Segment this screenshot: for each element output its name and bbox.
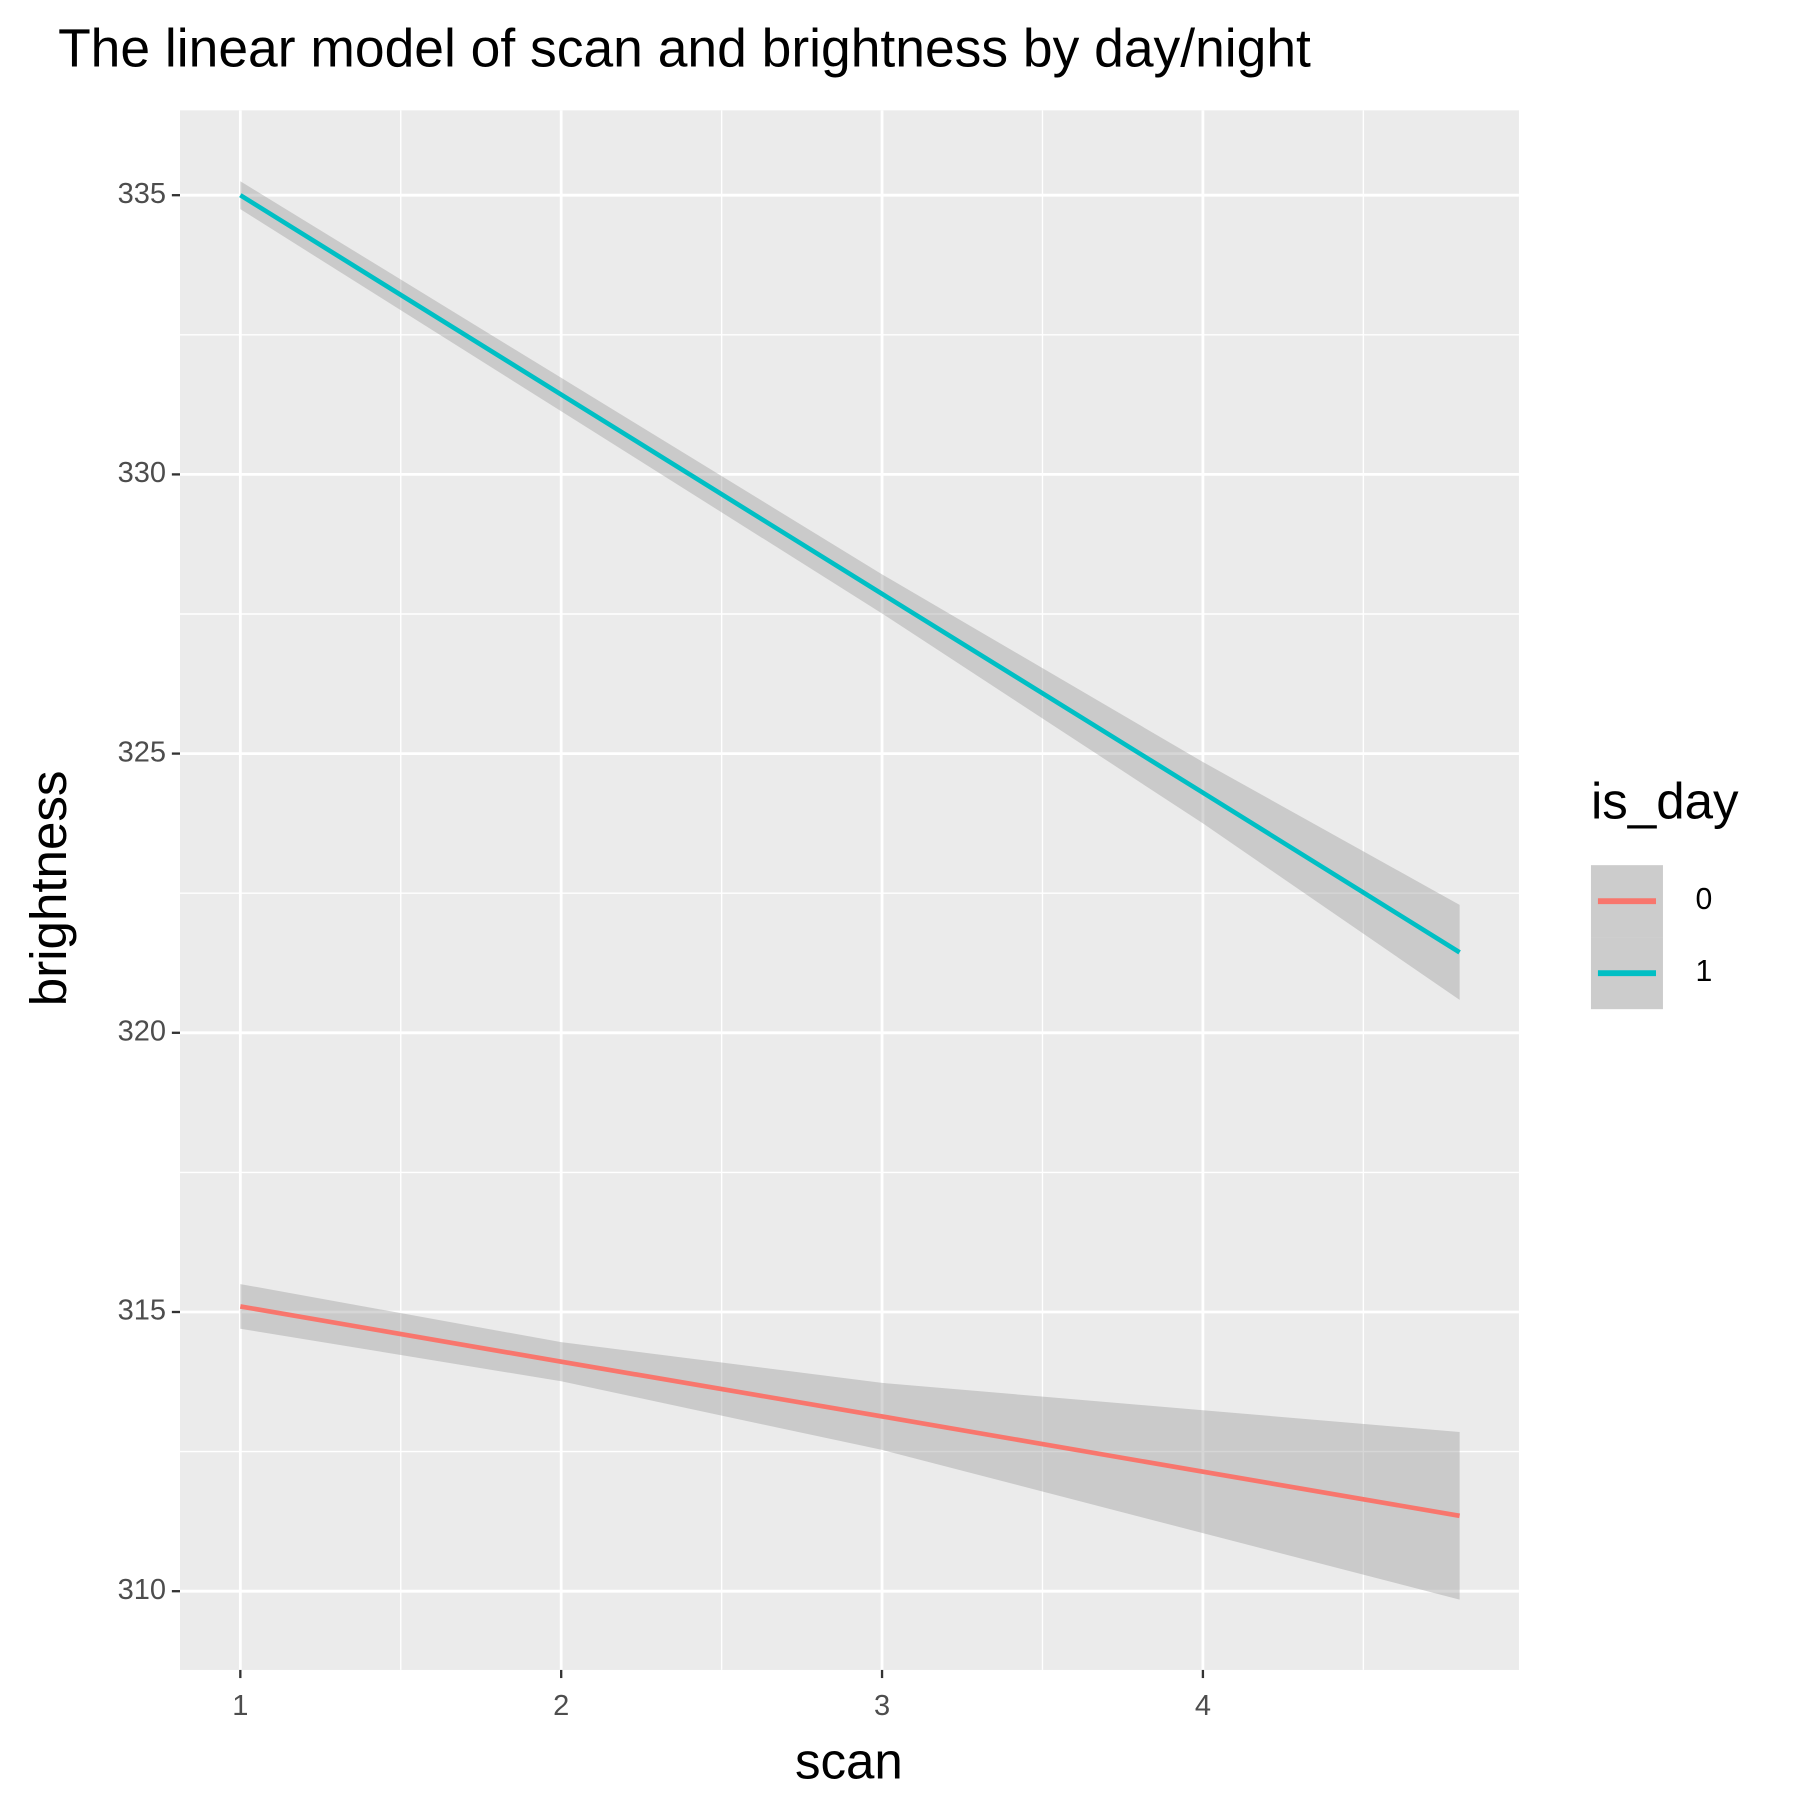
trend-line (239, 1304, 1460, 1519)
legend: 01 (1590, 865, 1712, 1010)
legend-title: is_day (1591, 772, 1739, 829)
legend-label: 0 (1695, 883, 1712, 916)
trend-line (239, 193, 1461, 955)
grid (180, 110, 1519, 1670)
x-tick-label: 2 (553, 1690, 569, 1722)
x-tick-label: 3 (874, 1690, 890, 1722)
legend-label: 1 (1695, 955, 1712, 988)
plot-area (239, 181, 1461, 1600)
y-tick-label: 315 (118, 1295, 166, 1327)
y-tick-label: 330 (118, 457, 166, 489)
y-tick-label: 310 (118, 1574, 166, 1606)
x-tick-label: 1 (232, 1690, 248, 1722)
y-axis-label: brightness (20, 771, 77, 1007)
x-axis-label: scan (795, 1733, 903, 1790)
confidence-band (240, 1284, 1460, 1600)
x-tick-label: 4 (1195, 1690, 1211, 1722)
y-tick-label: 325 (118, 736, 166, 768)
chart-title: The linear model of scan and brightness … (58, 19, 1311, 78)
y-tick-label: 335 (118, 178, 166, 210)
y-tick-label: 320 (118, 1015, 166, 1047)
